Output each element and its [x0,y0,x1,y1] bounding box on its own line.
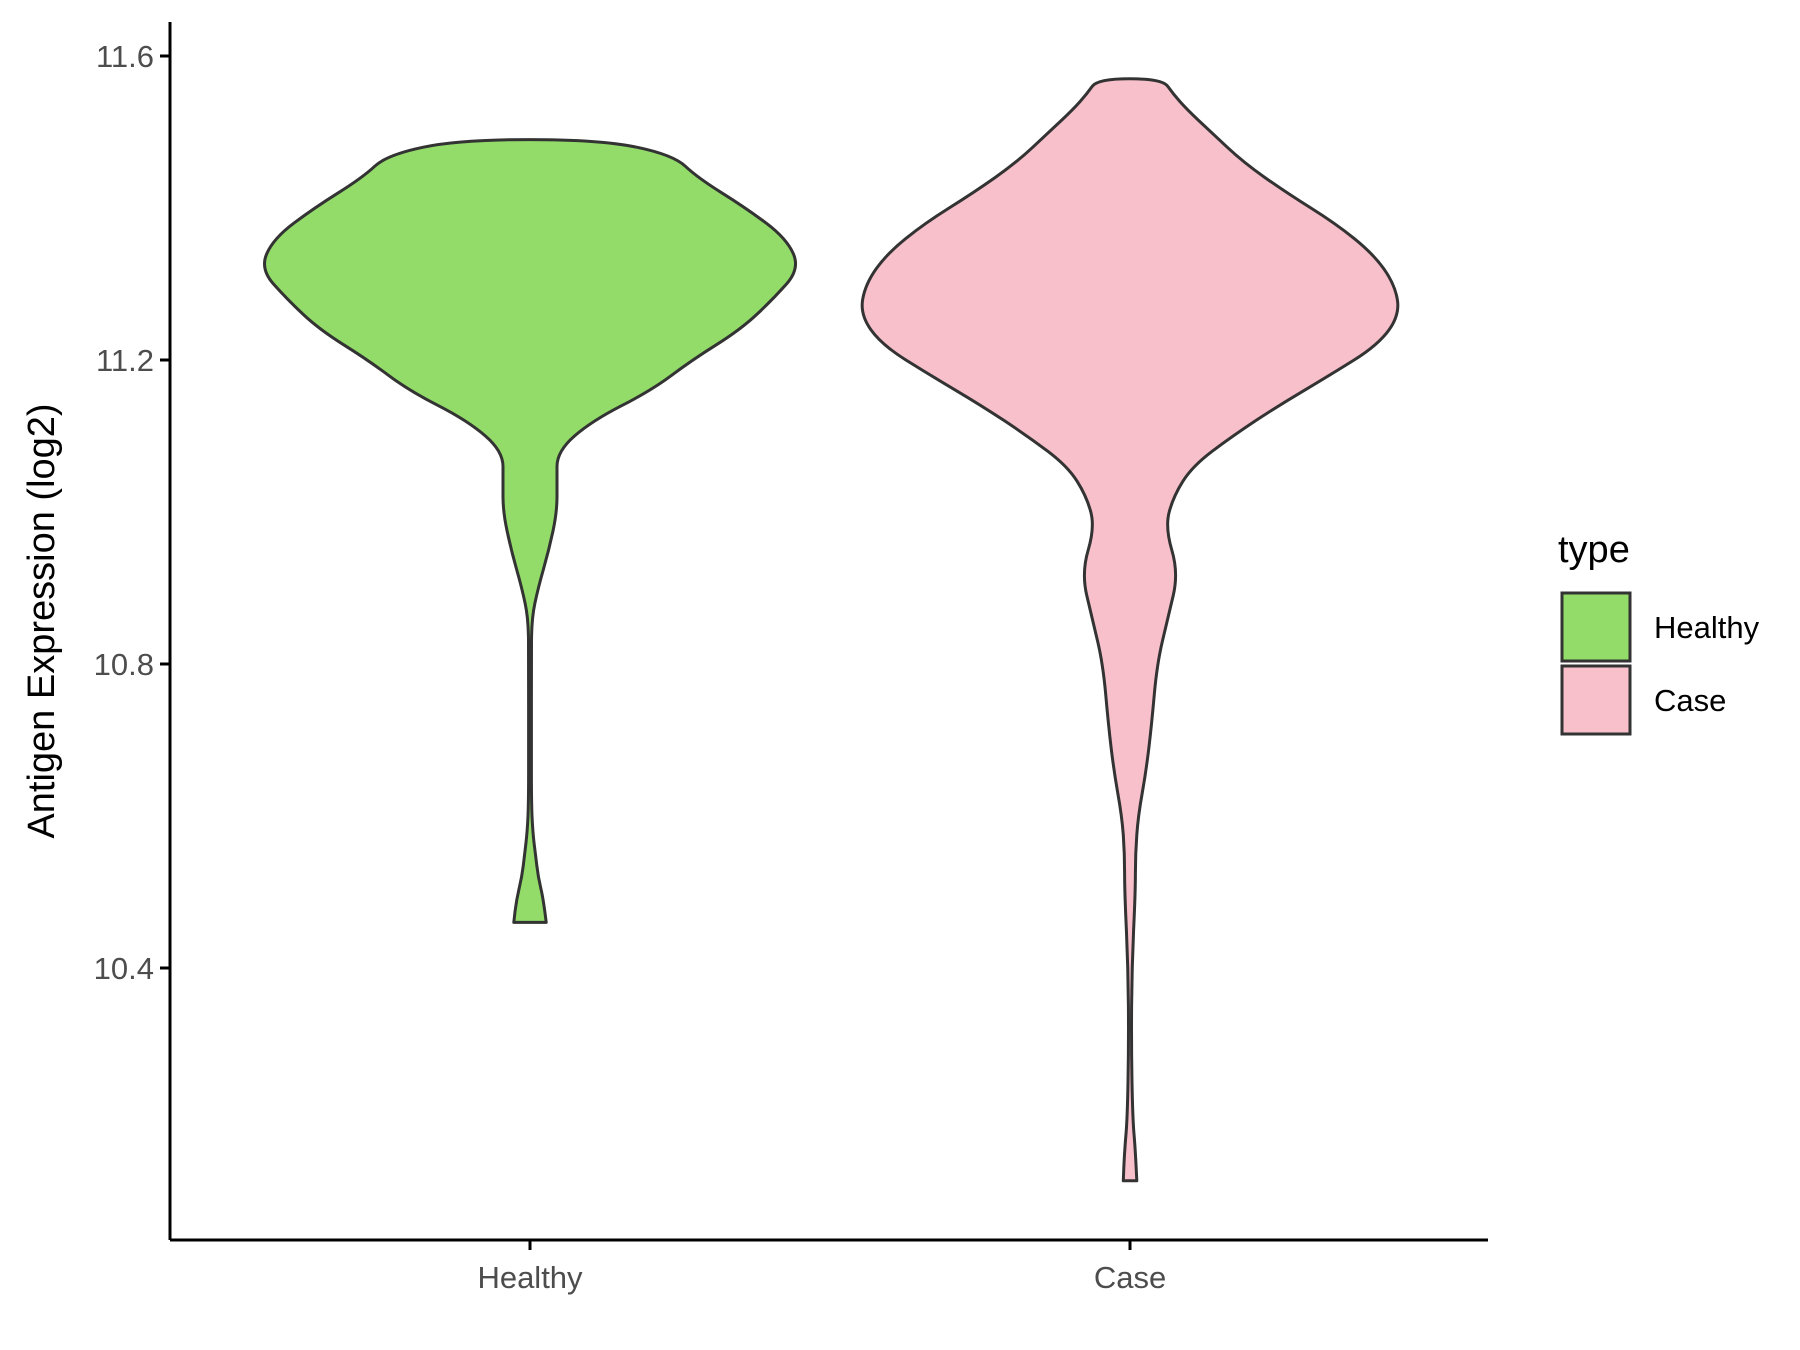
x-axis-ticks: Healthy Case [477,1240,1166,1295]
y-tick-label: 11.6 [96,39,154,74]
legend-label: Healthy [1654,610,1760,645]
x-tick-label: Case [1094,1260,1166,1295]
y-tick-label: 11.2 [96,343,154,378]
y-tick-label: 10.4 [94,951,154,986]
legend: type Healthy Case [1558,529,1760,736]
legend-label: Case [1654,683,1726,718]
legend-key-healthy [1560,591,1632,663]
y-axis-title: Antigen Expression (log2) [21,403,63,838]
y-axis-ticks: 10.4 10.8 11.2 11.6 [94,39,170,986]
legend-items: Healthy Case [1560,591,1760,736]
violin-healthy [263,138,797,924]
legend-key-case [1560,664,1632,736]
violin-layer [263,77,1400,1183]
violin-case [860,77,1400,1183]
legend-title: type [1558,529,1630,571]
y-tick-label: 10.8 [94,647,154,682]
x-tick-label: Healthy [477,1260,583,1295]
